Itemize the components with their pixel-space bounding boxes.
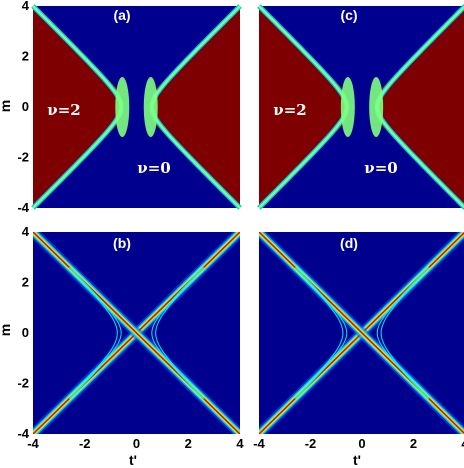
y-axis-label-bottom: m: [0, 324, 13, 336]
region-label-nu2-c: ν=2: [273, 101, 306, 119]
x-tick-labels-right: -4 -2 0 2 4: [253, 436, 464, 451]
y-tick-label: -4: [17, 426, 29, 441]
x-tick-label: 4: [236, 436, 244, 451]
y-tick-label: -2: [17, 150, 29, 165]
hyperbola-right-0: [151, 266, 204, 400]
x-axis-label-right: t': [353, 452, 361, 468]
x-tick-label: -2: [79, 436, 91, 451]
y-tick-label: 4: [22, 0, 30, 13]
y-tick-label: 2: [22, 49, 29, 64]
green-blob-right: [143, 77, 158, 137]
hyperbola-right-1: [155, 266, 205, 400]
region-label-nu0-a: ν=0: [137, 159, 170, 177]
green-blob-left: [340, 77, 355, 137]
region-label-nu2-a: ν=2: [47, 101, 80, 119]
y-tick-label: -2: [17, 376, 29, 391]
x-tick-label: 0: [358, 436, 365, 451]
x-tick-labels-left: -4 -2 0 2 4: [27, 436, 244, 451]
region-nu2-right: [153, 6, 240, 208]
diagonal-line-down: [33, 232, 240, 434]
y-tick-label: 4: [22, 224, 30, 239]
green-blob-left: [115, 77, 130, 137]
hyperbola-left-0: [69, 266, 122, 400]
diagonal-line-down: [259, 232, 464, 434]
y-axis-label-top: m: [0, 100, 13, 112]
x-tick-label: 4: [461, 436, 464, 451]
x-tick-label: 2: [410, 436, 417, 451]
hyperbola-right-1: [380, 266, 430, 400]
panel-label-c: (c): [340, 7, 357, 23]
region-label-nu0-c: ν=0: [364, 159, 397, 177]
y-tick-label: 0: [22, 99, 29, 114]
y-tick-labels-bottom: 4 2 0 -2 -4: [17, 224, 29, 441]
y-tick-labels-top: 4 2 0 -2 -4: [17, 0, 29, 215]
hyperbola-left-1: [68, 266, 118, 400]
green-blob-right: [369, 77, 384, 137]
y-tick-label: -4: [17, 200, 29, 215]
x-tick-label: -4: [253, 436, 265, 451]
region-nu2-left: [259, 6, 346, 208]
hyperbola-left-1: [294, 266, 344, 400]
line-layer: [259, 232, 464, 434]
x-axis-label-left: t': [129, 452, 137, 468]
panel-label-b: (b): [113, 235, 131, 251]
x-tick-label: 0: [133, 436, 140, 451]
panel-a: [31, 4, 242, 210]
panel-d: [259, 232, 464, 434]
x-tick-label: -4: [27, 436, 39, 451]
panel-label-a: (a): [113, 7, 130, 23]
y-tick-label: 2: [22, 275, 29, 290]
hyperbola-left-0: [295, 266, 348, 400]
region-nu2-left: [33, 6, 120, 208]
panel-b: [33, 232, 240, 434]
panel-c: [257, 4, 464, 210]
hyperbola-right-0: [376, 266, 429, 400]
region-nu2-right: [378, 6, 464, 208]
line-layer: [33, 232, 240, 434]
y-tick-label: 0: [22, 325, 29, 340]
x-tick-label: 2: [185, 436, 192, 451]
x-tick-label: -2: [305, 436, 317, 451]
panel-label-d: (d): [340, 235, 358, 251]
